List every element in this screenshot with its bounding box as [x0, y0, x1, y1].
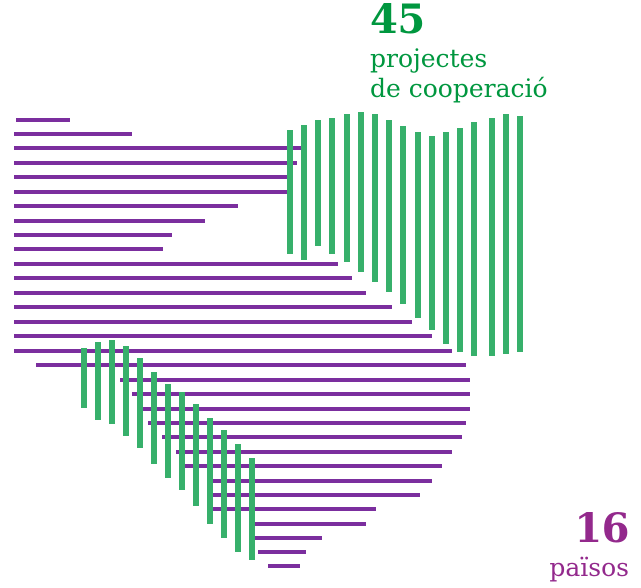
- stat-paisos-label-line-1: països: [549, 552, 629, 582]
- green-vertical-stripes-lower-coast: [81, 340, 255, 560]
- stat-projectes-label-line-1: projectes: [370, 44, 488, 73]
- stat-paisos-label: països: [549, 553, 629, 583]
- stat-paisos-number: 16: [574, 504, 629, 552]
- green-vertical-stripes-upper-coast: [287, 112, 523, 356]
- stat-projectes: 45 projectes de cooperació: [370, 0, 548, 103]
- stat-projectes-label: projectes de cooperació: [370, 44, 548, 103]
- stat-paisos: 16 països: [549, 504, 629, 583]
- purple-horizontal-stripes: [14, 118, 470, 568]
- stat-projectes-label-line-2: de cooperació: [370, 73, 548, 103]
- map-detail-marks: [272, 522, 344, 568]
- stat-projectes-number: 45: [370, 0, 425, 43]
